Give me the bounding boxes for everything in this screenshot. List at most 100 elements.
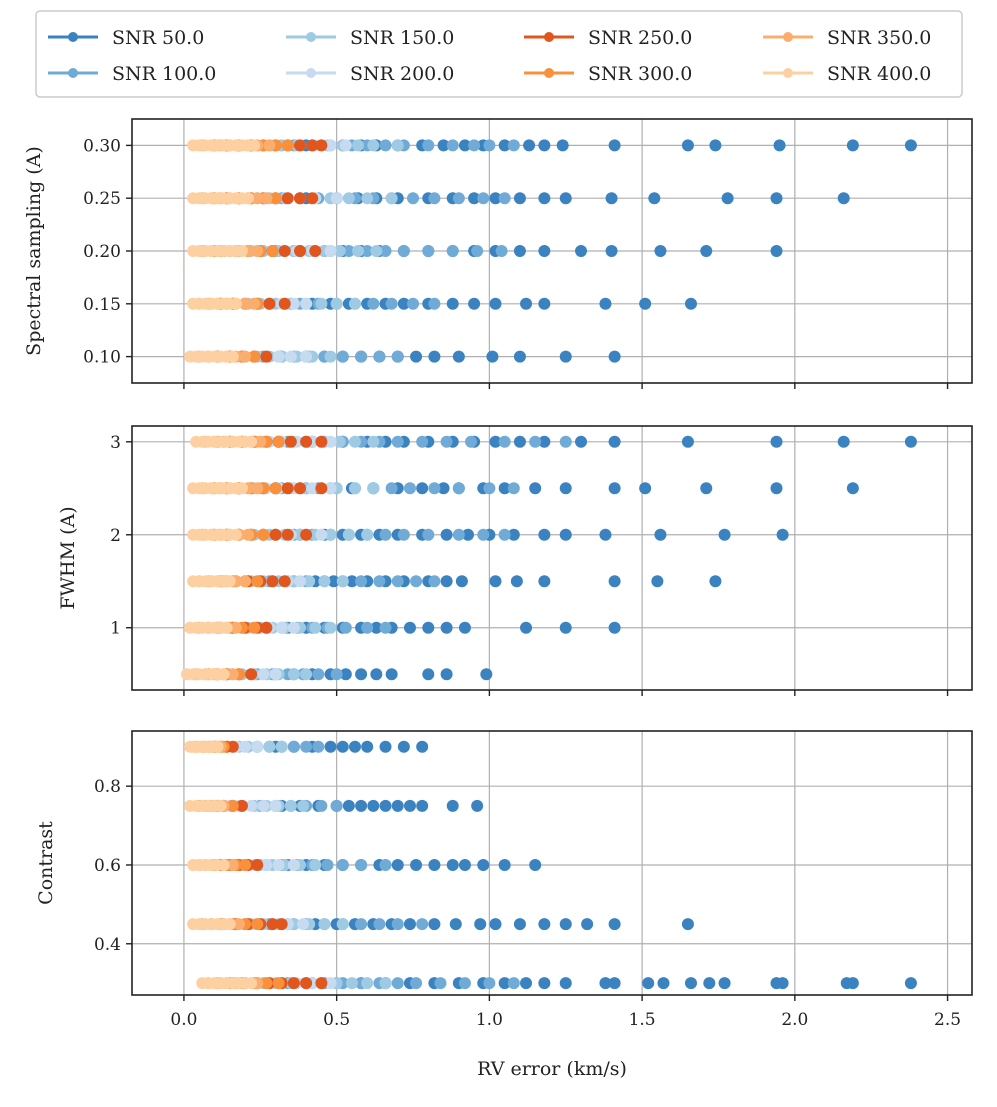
scatter-point [221,622,233,634]
scatter-point [441,529,453,541]
scatter-point [224,575,236,587]
scatter-point [288,741,300,753]
scatter-point [771,245,783,257]
scatter-point [483,139,495,151]
scatter-point [520,977,532,989]
scatter-point [380,622,392,634]
y-tick-label: 0.15 [83,295,121,315]
scatter-point [422,245,434,257]
scatter-point [514,351,526,363]
scatter-point [251,575,263,587]
scatter-point [560,192,572,204]
scatter-point [560,436,572,448]
scatter-point [428,351,440,363]
scatter-point [709,575,721,587]
scatter-point [685,298,697,310]
scatter-point [468,298,480,310]
scatter-point [285,800,297,812]
scatter-point [428,859,440,871]
legend-label: SNR 400.0 [827,63,931,85]
legend-label: SNR 350.0 [827,27,931,49]
scatter-point [441,668,453,680]
scatter-point [386,298,398,310]
scatter-point [380,741,392,753]
scatter-point [239,859,251,871]
scatter-point [380,859,392,871]
scatter-point [398,245,410,257]
scatter-point [538,977,550,989]
scatter-point [847,482,859,494]
scatter-point [480,668,492,680]
scatter-point [453,192,465,204]
scatter-point [639,298,651,310]
y-axis-label: Spectral sampling (A) [23,146,45,356]
scatter-point [508,139,520,151]
scatter-point [239,351,251,363]
scatter-point [435,977,447,989]
legend-label: SNR 300.0 [588,63,692,85]
scatter-point [282,192,294,204]
scatter-point [260,622,272,634]
scatter-point [538,298,550,310]
y-tick-label: 0.4 [94,935,121,955]
scatter-point [609,139,621,151]
scatter-point [771,436,783,448]
scatter-point [722,192,734,204]
scatter-point [315,482,327,494]
x-tick-label: 1.5 [629,1010,656,1030]
scatter-point [294,245,306,257]
scatter-point [489,575,501,587]
scatter-point [719,977,731,989]
x-tick-label: 0.5 [323,1010,350,1030]
scatter-point [499,529,511,541]
scatter-point [294,575,306,587]
scatter-point [343,192,355,204]
legend-marker [306,68,316,78]
panel-frame [132,426,972,690]
scatter-point [355,859,367,871]
scatter-point [441,436,453,448]
scatter-point [380,800,392,812]
x-tick-label: 2.0 [781,1010,808,1030]
scatter-point [373,351,385,363]
legend-label: SNR 50.0 [112,27,204,49]
scatter-point [300,298,312,310]
scatter-point [349,298,361,310]
scatter-point [483,482,495,494]
legend-marker [783,68,793,78]
scatter-point [251,918,263,930]
scatter-point [300,668,312,680]
scatter-point [447,139,459,151]
scatter-point [325,351,337,363]
scatter-point [447,298,459,310]
scatter-point [346,977,358,989]
scatter-point [273,977,285,989]
scatter-point [263,139,275,151]
legend-label: SNR 150.0 [350,27,454,49]
scatter-point [428,192,440,204]
scatter-point [514,436,526,448]
scatter-point [251,245,263,257]
scatter-point [508,482,520,494]
scatter-point [410,351,422,363]
scatter-point [700,482,712,494]
scatter-point [538,192,550,204]
scatter-point [245,436,257,448]
scatter-point [453,351,465,363]
scatter-point [682,139,694,151]
y-axis-ticks: 0.40.60.8 [94,777,132,955]
scatter-point [288,668,300,680]
scatter-point [331,800,343,812]
scatter-point [609,575,621,587]
scatter-point [270,482,282,494]
x-axis-ticks [184,690,948,696]
scatter-point [236,482,248,494]
panel-contrast: 0.40.60.8 0.0 0.5 1.0 1.5 2.0 2.5 Contrast [35,731,972,1030]
scatter-point [352,245,364,257]
scatter-point [700,245,712,257]
scatter-point [386,482,398,494]
scatter-point [538,918,550,930]
figure: SNR 50.0 SNR 100.0 SNR 150.0 SNR 200.0 S… [0,0,997,1107]
x-axis-ticks [184,383,948,389]
scatter-point [523,139,535,151]
